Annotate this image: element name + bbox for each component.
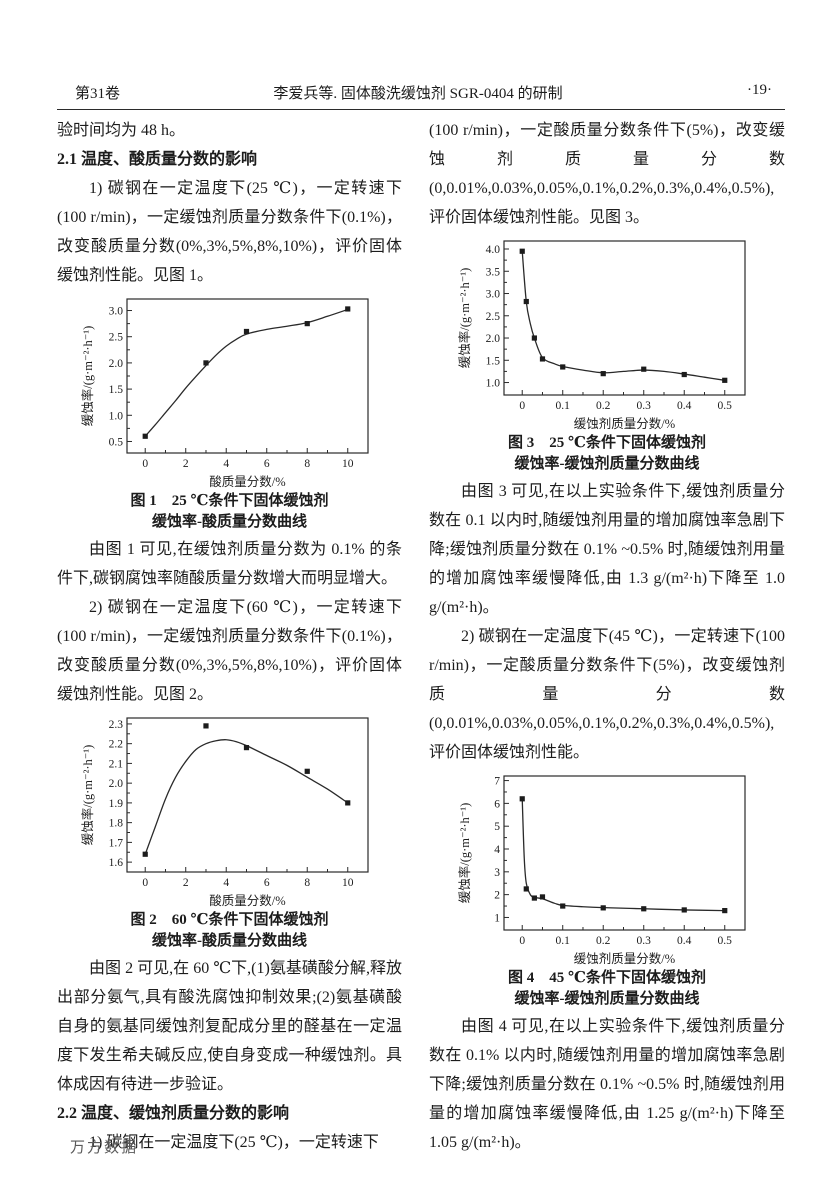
svg-text:8: 8 xyxy=(304,877,310,889)
svg-text:0: 0 xyxy=(519,400,525,412)
svg-text:2: 2 xyxy=(182,458,188,470)
header-divider xyxy=(57,109,785,110)
figure-3: 0 0.1 0.2 0.3 0.4 0.5 1.0 1.5 2.0 2.5 3.0 3.5 4.0 缓蚀剂… xyxy=(429,235,785,475)
svg-text:1.0: 1.0 xyxy=(108,410,123,422)
svg-text:4.0: 4.0 xyxy=(486,244,501,256)
svg-text:2.1: 2.1 xyxy=(108,758,123,770)
svg-text:缓蚀率/(g·m⁻²·h⁻¹): 缓蚀率/(g·m⁻²·h⁻¹) xyxy=(457,803,472,904)
figure-2-caption-line2: 缓蚀率-酸质量分数曲线 xyxy=(152,933,307,949)
svg-text:6: 6 xyxy=(263,458,269,470)
header-page-number: ·19· xyxy=(747,82,772,98)
svg-text:0.2: 0.2 xyxy=(596,935,611,947)
svg-text:1.9: 1.9 xyxy=(108,798,123,810)
svg-text:1.7: 1.7 xyxy=(108,837,123,849)
figure-2-caption: 图 2 60 ℃条件下固体缓蚀剂 缓蚀率-酸质量分数曲线 xyxy=(57,910,402,952)
svg-text:缓蚀剂质量分数/%: 缓蚀剂质量分数/% xyxy=(574,416,675,431)
svg-text:4: 4 xyxy=(223,458,229,470)
paragraph: 2) 碳钢在一定温度下(60 ℃)，一定转速下(100 r/min)，一定缓蚀剂… xyxy=(57,599,402,703)
svg-text:1.8: 1.8 xyxy=(108,818,123,830)
figure-2-caption-line1: 图 2 60 ℃条件下固体缓蚀剂 xyxy=(130,912,329,928)
svg-text:0.5: 0.5 xyxy=(718,400,733,412)
left-column: 验时间均为 48 h。 2.1 温度、酸质量分数的影响 1) 碳钢在一定温度下(… xyxy=(57,116,402,1157)
svg-text:0.5: 0.5 xyxy=(718,935,733,947)
svg-text:0.3: 0.3 xyxy=(637,935,652,947)
paragraph-continuation: 验时间均为 48 h。 xyxy=(57,122,186,139)
svg-text:6: 6 xyxy=(263,877,269,889)
header-volume: 第31卷 xyxy=(75,86,121,102)
svg-text:3.0: 3.0 xyxy=(486,289,501,301)
svg-text:缓蚀率/(g·m⁻²·h⁻¹): 缓蚀率/(g·m⁻²·h⁻¹) xyxy=(80,745,95,846)
right-column: (100 r/min)，一定酸质量分数条件下(5%)，改变缓蚀剂质量分数(0,0… xyxy=(429,116,785,1157)
svg-text:1.5: 1.5 xyxy=(108,384,123,396)
figure-1-caption-line2: 缓蚀率-酸质量分数曲线 xyxy=(152,514,307,530)
figure-1-caption-line1: 图 1 25 ℃条件下固体缓蚀剂 xyxy=(130,493,329,509)
figure-3-caption-line1: 图 3 25 ℃条件下固体缓蚀剂 xyxy=(508,435,706,451)
paragraph: 由图 1 可见,在缓蚀剂质量分数为 0.1% 的条件下,碳钢腐蚀率随酸质量分数增… xyxy=(57,541,402,587)
svg-text:2.2: 2.2 xyxy=(108,739,123,751)
svg-text:酸质量分数/%: 酸质量分数/% xyxy=(209,893,285,908)
svg-text:2.5: 2.5 xyxy=(108,332,123,344)
svg-text:缓蚀剂质量分数/%: 缓蚀剂质量分数/% xyxy=(574,951,675,966)
svg-text:3: 3 xyxy=(494,867,500,879)
svg-text:2: 2 xyxy=(494,890,500,902)
svg-text:缓蚀率/(g·m⁻²·h⁻¹): 缓蚀率/(g·m⁻²·h⁻¹) xyxy=(457,268,472,369)
svg-text:3.5: 3.5 xyxy=(486,266,501,278)
figure-2: 0 2 4 6 8 10 1.6 1.7 1.8 1.9 2.0 2.1 2.2 2.3 酸质量分数/% 缓蚀… xyxy=(57,712,402,952)
svg-text:2.0: 2.0 xyxy=(108,358,123,370)
header-title: 李爱兵等. 固体酸洗缓蚀剂 SGR-0404 的研制 xyxy=(273,86,563,102)
figure-3-chart: 0 0.1 0.2 0.3 0.4 0.5 1.0 1.5 2.0 2.5 3.0 3.5 4.0 缓蚀剂… xyxy=(429,235,785,433)
svg-text:0.1: 0.1 xyxy=(556,935,571,947)
figure-1-caption: 图 1 25 ℃条件下固体缓蚀剂 缓蚀率-酸质量分数曲线 xyxy=(57,491,402,533)
svg-text:6: 6 xyxy=(494,798,500,810)
footer-watermark: 万方数据 xyxy=(70,1140,139,1156)
svg-text:2.3: 2.3 xyxy=(108,719,123,731)
svg-text:8: 8 xyxy=(304,458,310,470)
figure-4-caption-line2: 缓蚀率-缓蚀剂质量分数曲线 xyxy=(514,991,700,1007)
svg-text:2.0: 2.0 xyxy=(486,333,501,345)
figure-4-caption: 图 4 45 ℃条件下固体缓蚀剂 缓蚀率-缓蚀剂质量分数曲线 xyxy=(429,968,785,1010)
paragraph: 由图 2 可见,在 60 ℃下,(1)氨基磺酸分解,释放出部分氨气,具有酸洗腐蚀… xyxy=(57,960,402,1093)
section-heading-2-2: 2.2 温度、缓蚀剂质量分数的影响 xyxy=(57,1105,290,1122)
svg-text:2.5: 2.5 xyxy=(486,311,501,323)
figure-1: 0 2 4 6 8 10 0.5 1.0 1.5 2.0 2.5 3.0 酸质量分数/% 缓蚀率/(g·m… xyxy=(57,293,402,533)
svg-text:1.6: 1.6 xyxy=(108,857,123,869)
figure-3-caption: 图 3 25 ℃条件下固体缓蚀剂 缓蚀率-缓蚀剂质量分数曲线 xyxy=(429,433,785,475)
figure-4: 0 0.1 0.2 0.3 0.4 0.5 1 2 3 4 5 6 7 缓蚀剂质量分数/% 缓蚀率/(g·m… xyxy=(429,770,785,1010)
svg-text:0.5: 0.5 xyxy=(108,436,123,448)
figure-4-caption-line1: 图 4 45 ℃条件下固体缓蚀剂 xyxy=(508,970,706,986)
paragraph: 1) 碳钢在一定温度下(25 ℃)，一定转速下(100 r/min)，一定缓蚀剂… xyxy=(57,180,402,284)
figure-2-chart: 0 2 4 6 8 10 1.6 1.7 1.8 1.9 2.0 2.1 2.2 2.3 酸质量分数/% 缓蚀… xyxy=(57,712,402,910)
figure-4-chart: 0 0.1 0.2 0.3 0.4 0.5 1 2 3 4 5 6 7 缓蚀剂质量分数/% 缓蚀率/(g·m… xyxy=(429,770,785,968)
paragraph: 2) 碳钢在一定温度下(45 ℃)，一定转速下(100 r/min)，一定酸质量… xyxy=(429,628,785,761)
paragraph: 由图 4 可见,在以上实验条件下,缓蚀剂质量分数在 0.1% 以内时,随缓蚀剂用… xyxy=(429,1018,785,1151)
svg-text:2.0: 2.0 xyxy=(108,778,123,790)
svg-text:3.0: 3.0 xyxy=(108,306,123,318)
svg-text:0: 0 xyxy=(519,935,525,947)
svg-text:0: 0 xyxy=(142,877,148,889)
svg-text:0.3: 0.3 xyxy=(637,400,652,412)
paragraph: 1) 碳钢在一定温度下(25 ℃)，一定转速下 xyxy=(89,1134,379,1151)
svg-text:0.1: 0.1 xyxy=(556,400,571,412)
svg-text:1: 1 xyxy=(494,912,500,924)
svg-text:缓蚀率/(g·m⁻²·h⁻¹): 缓蚀率/(g·m⁻²·h⁻¹) xyxy=(80,326,95,427)
svg-text:2: 2 xyxy=(182,877,188,889)
figure-3-caption-line2: 缓蚀率-缓蚀剂质量分数曲线 xyxy=(514,456,700,472)
figure-1-chart: 0 2 4 6 8 10 0.5 1.0 1.5 2.0 2.5 3.0 酸质量分数/% 缓蚀率/(g·m… xyxy=(57,293,402,491)
svg-text:4: 4 xyxy=(223,877,229,889)
svg-text:0.4: 0.4 xyxy=(677,935,692,947)
section-heading-2-1: 2.1 温度、酸质量分数的影响 xyxy=(57,151,258,168)
svg-text:4: 4 xyxy=(494,844,500,856)
paragraph: 由图 3 可见,在以上实验条件下,缓蚀剂质量分数在 0.1 以内时,随缓蚀剂用量… xyxy=(429,483,785,616)
svg-text:酸质量分数/%: 酸质量分数/% xyxy=(209,474,285,489)
svg-text:5: 5 xyxy=(494,821,500,833)
paragraph-continuation: (100 r/min)，一定酸质量分数条件下(5%)，改变缓蚀剂质量分数(0,0… xyxy=(429,122,785,226)
svg-text:0.2: 0.2 xyxy=(596,400,611,412)
svg-text:1.5: 1.5 xyxy=(486,355,501,367)
svg-text:0.4: 0.4 xyxy=(677,400,692,412)
svg-text:7: 7 xyxy=(494,776,500,788)
svg-text:10: 10 xyxy=(341,458,353,470)
svg-text:0: 0 xyxy=(142,458,148,470)
svg-text:10: 10 xyxy=(341,877,353,889)
svg-text:1.0: 1.0 xyxy=(486,378,501,390)
